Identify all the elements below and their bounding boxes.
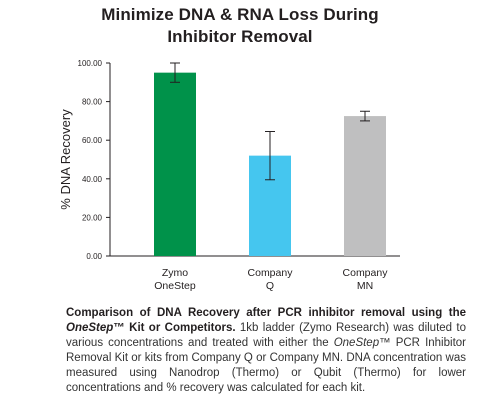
caption-bold-tm: ™ xyxy=(113,322,125,334)
chart-title: Minimize DNA & RNA Loss During Inhibitor… xyxy=(0,4,480,48)
x-category-label: Company Q xyxy=(248,267,294,292)
y-axis-label: % DNA Recovery xyxy=(58,109,73,210)
y-tick-label: 80.00 xyxy=(82,98,103,107)
bars-group xyxy=(154,62,386,257)
x-axis-category-labels: Zymo OneStep Company Q Company MN xyxy=(154,267,388,292)
chart-title-line-2: Inhibitor Removal xyxy=(167,27,313,46)
y-axis-ticks: 0.00 20.00 40.00 60.00 80.00 100.00 xyxy=(78,59,110,261)
y-tick-label: 40.00 xyxy=(82,175,103,184)
y-tick-label: 60.00 xyxy=(82,136,103,145)
caption-italic: OneStep xyxy=(333,337,380,349)
chart-title-line-1: Minimize DNA & RNA Loss During xyxy=(101,5,379,24)
y-tick-label: 20.00 xyxy=(82,213,103,222)
error-bar xyxy=(265,131,275,181)
caption-bold-part-2: Kit or Competitors. xyxy=(124,322,236,334)
x-category-label: Company MN xyxy=(343,267,389,292)
caption-text-1: 1kb ladder (Zymo Research) was diluted t… xyxy=(66,322,466,349)
error-bar xyxy=(360,110,370,122)
caption-text-2: ™ PCR Inhibitor Removal Kit or kits from… xyxy=(66,337,466,394)
error-bar xyxy=(170,62,180,83)
caption-bold-part-1: Comparison of DNA Recovery after PCR inh… xyxy=(66,307,466,319)
caption-bold-italic: OneStep xyxy=(66,322,114,334)
y-tick-label: 0.00 xyxy=(86,252,102,261)
bar-chart: 0.00 20.00 40.00 60.00 80.00 100.00 Zymo OneSt… xyxy=(58,59,400,292)
figure-caption: Comparison of DNA Recovery after PCR inh… xyxy=(66,306,466,396)
bar xyxy=(344,116,386,256)
y-tick-label: 100.00 xyxy=(78,59,103,68)
bar xyxy=(154,72,196,257)
x-category-label: Zymo OneStep xyxy=(154,267,196,292)
